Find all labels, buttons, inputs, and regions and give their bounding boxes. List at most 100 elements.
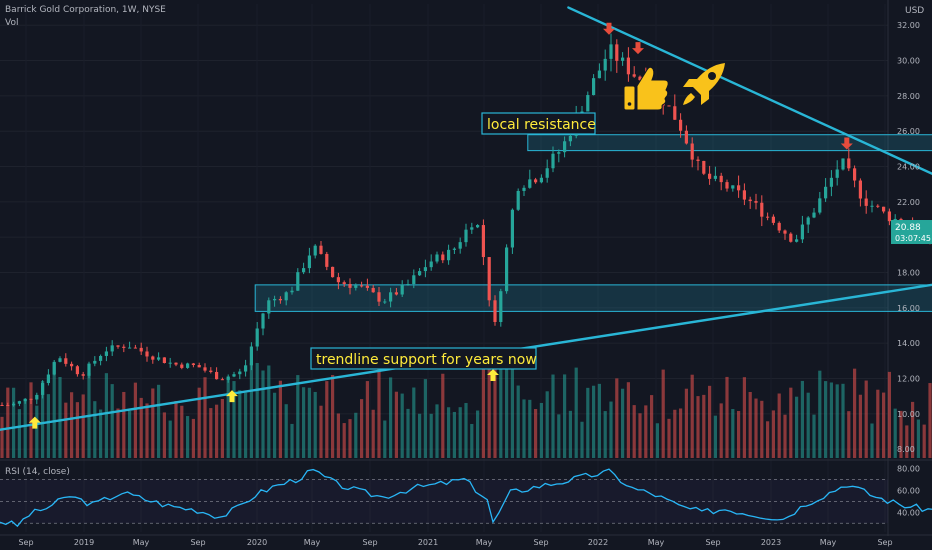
volume-bar <box>725 376 729 458</box>
volume-bar <box>876 389 880 458</box>
volume-bar <box>824 381 828 458</box>
volume-bar <box>215 404 219 458</box>
candle-body <box>586 95 590 112</box>
candle-body <box>597 70 601 79</box>
candle-body <box>464 229 468 243</box>
time-tick-label: May <box>304 538 321 547</box>
volume-label: Vol <box>5 18 18 28</box>
volume-bar <box>922 424 926 458</box>
volume-bar <box>394 391 398 458</box>
volume-bar <box>841 383 845 458</box>
candle-body <box>371 287 375 293</box>
time-tick-label: May <box>133 538 150 547</box>
trendlines <box>0 6 932 431</box>
volume-bar <box>464 403 468 458</box>
volume-bar <box>766 421 770 458</box>
candle-body <box>499 291 503 323</box>
candle-body <box>522 187 526 191</box>
candle-body <box>713 175 717 179</box>
candle-body <box>510 209 514 248</box>
candle-body <box>551 153 555 169</box>
candle-body <box>394 292 398 295</box>
volume-bar <box>110 384 114 458</box>
volume-bar <box>667 418 671 458</box>
volume-bar <box>435 404 439 458</box>
candle-body <box>818 198 822 213</box>
volume-bar <box>534 409 538 458</box>
volume-bar <box>882 392 886 458</box>
candle-body <box>481 225 485 258</box>
volume-bar <box>551 374 555 458</box>
candle-body <box>17 401 21 404</box>
support-trendline <box>0 283 932 431</box>
volume-bar <box>771 410 775 458</box>
candle-body <box>64 358 68 364</box>
volume-bar <box>708 385 712 458</box>
candle-body <box>783 230 787 234</box>
volume-bar <box>737 410 741 458</box>
candle-body <box>441 254 445 261</box>
time-tick-label: 2023 <box>761 538 781 547</box>
volume-bar <box>795 396 799 458</box>
volume-bar <box>342 423 346 458</box>
last-price: 20.88 <box>895 223 921 233</box>
zone-resistance-zone <box>527 134 932 152</box>
volume-bar <box>615 378 619 458</box>
candle-body <box>684 130 688 144</box>
volume-bar <box>754 398 758 458</box>
volume-bar <box>696 396 700 458</box>
volume-bar <box>406 408 410 458</box>
candle-body <box>824 186 828 199</box>
volume-bar <box>186 416 190 458</box>
volume-bar <box>887 371 891 458</box>
volume-bar <box>563 374 567 458</box>
candle-body <box>725 182 729 189</box>
volume-bar <box>174 400 178 458</box>
candle-body <box>638 76 642 81</box>
candle-body <box>122 346 126 348</box>
volume-bar <box>748 392 752 458</box>
volume-bar <box>307 387 311 458</box>
candle-body <box>690 143 694 160</box>
candle-body <box>470 227 474 230</box>
volume-bar <box>679 408 683 458</box>
candle-body <box>191 363 195 366</box>
volume-bar <box>261 370 265 458</box>
volume-bar <box>168 420 172 458</box>
volume-bar <box>46 394 50 458</box>
rsi-pane <box>0 468 932 528</box>
candle-body <box>568 135 572 142</box>
time-tick-label: 2019 <box>74 538 94 547</box>
thumbs-up-icon <box>623 66 669 111</box>
volume-bar <box>284 404 288 458</box>
volume-bar <box>806 392 810 458</box>
volume-bar <box>853 368 857 458</box>
volume-bar <box>835 384 839 458</box>
volume-bar <box>470 423 474 458</box>
candle-body <box>847 158 851 169</box>
candlesticks[interactable] <box>0 33 932 407</box>
price-tick-label: 26.00 <box>897 127 920 136</box>
candle-body <box>609 44 613 59</box>
candle-body <box>505 247 509 292</box>
candle-body <box>87 363 91 376</box>
price-tick-label: 14.00 <box>897 339 920 348</box>
candle-body <box>209 370 213 372</box>
volume-bar <box>916 419 920 458</box>
candle-body <box>673 106 677 120</box>
volume-bar <box>418 413 422 458</box>
volume-bar <box>157 384 161 458</box>
volume-bar <box>389 377 393 458</box>
volume-bars <box>0 363 932 458</box>
candle-body <box>615 44 619 61</box>
candle-body <box>754 201 758 203</box>
rsi-tick-label: 60.00 <box>897 486 920 495</box>
candle-body <box>23 398 27 402</box>
candle-body <box>249 346 253 366</box>
candle-body <box>539 177 543 183</box>
volume-bar <box>481 363 485 458</box>
candle-body <box>215 371 219 380</box>
candle-body <box>75 366 79 375</box>
candle-body <box>203 367 207 371</box>
